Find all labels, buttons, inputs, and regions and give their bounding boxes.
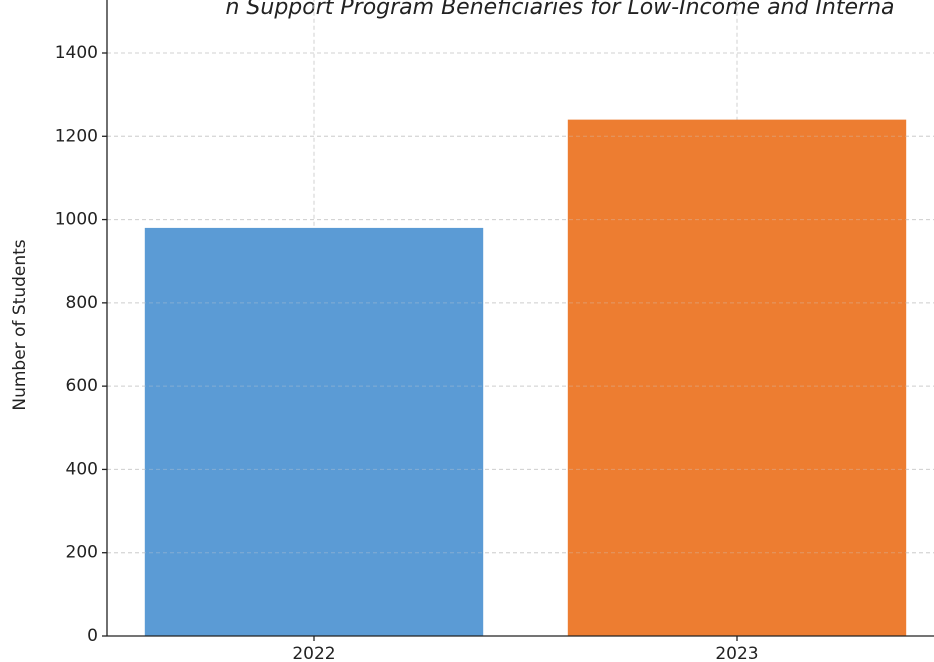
x-tick-label: 2023	[715, 644, 758, 662]
y-tick-label: 1200	[55, 126, 98, 146]
bar	[567, 119, 907, 637]
y-tick-label: 1000	[55, 210, 98, 230]
y-tick-label: 0	[87, 626, 98, 646]
y-tick-label: 400	[66, 459, 98, 479]
y-axis-label: Number of Students	[10, 239, 30, 410]
y-tick-label: 800	[66, 293, 98, 313]
x-tick-label: 2022	[292, 644, 335, 662]
y-tick-label: 200	[66, 543, 98, 563]
chart-title: n Support Program Beneficiaries for Low-…	[225, 0, 894, 20]
y-tick-label: 1400	[55, 43, 98, 63]
bar	[144, 227, 484, 636]
y-tick-label: 600	[66, 376, 98, 396]
